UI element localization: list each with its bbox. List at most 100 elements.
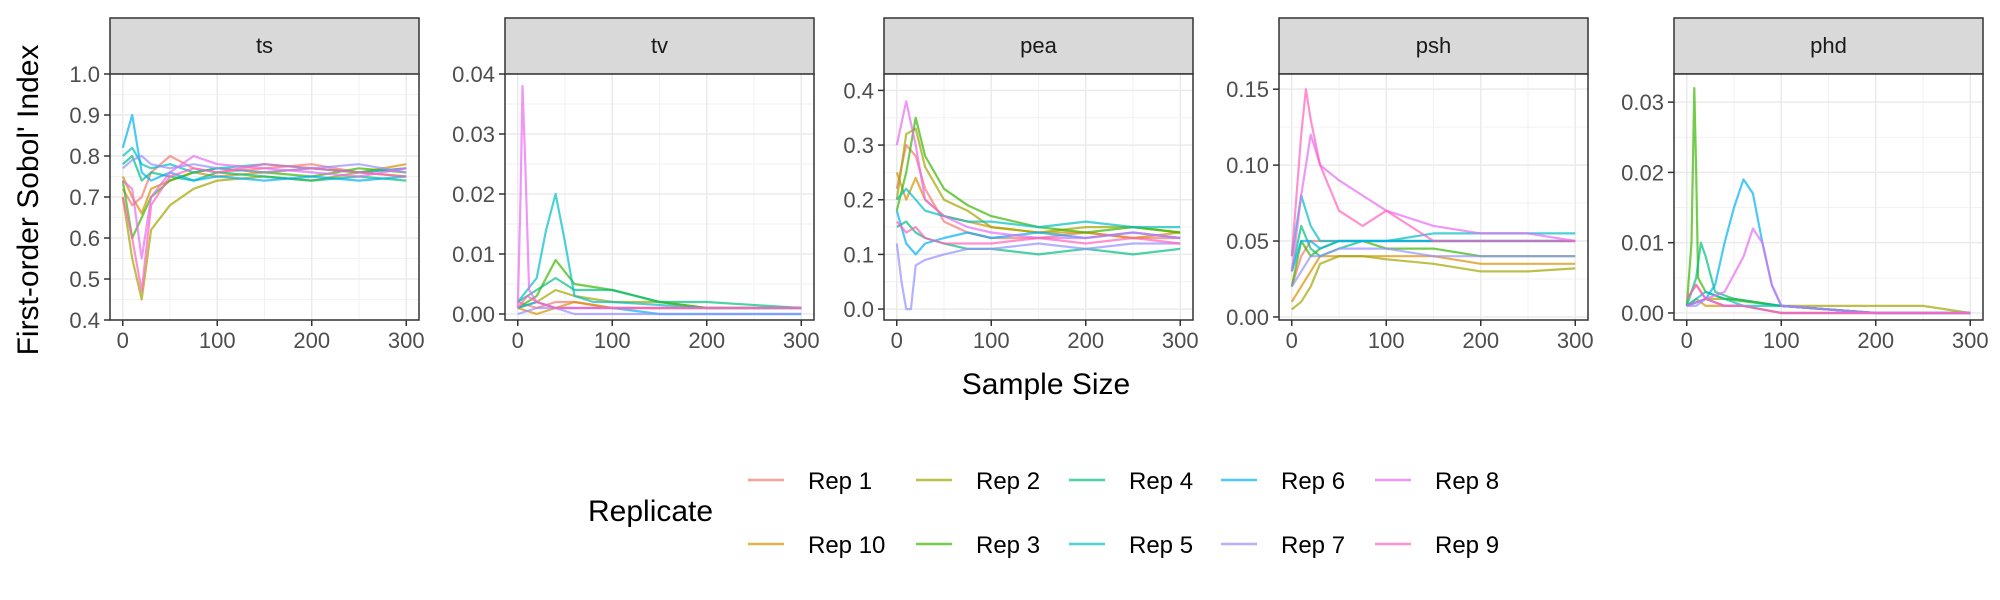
y-tick-label: 0.02 [1621,160,1664,185]
facet-strip-label: pea [1020,33,1057,58]
series-line-rep-5 [516,192,802,310]
legend-item-rep-5: Rep 5 [1069,532,1193,559]
legend-item-rep-3: Rep 3 [916,532,1040,559]
facet-panels: ts 0 100 200 300 0.4 0.5 0.6 0.7 0.8 0.9 1.0 tv 0 100 2… [69,17,1989,353]
x-tick-label: 200 [293,328,330,353]
y-tick-label: 0.01 [452,242,495,267]
y-tick-label: 0.7 [69,185,100,210]
y-tick-label: 0.3 [843,133,874,158]
y-tick-label: 0.00 [452,302,495,327]
legend-label: Rep 4 [1129,468,1193,495]
x-tick-label: 200 [1462,328,1499,353]
facet-panel-ts: ts 0 100 200 300 0.4 0.5 0.6 0.7 0.8 0.9 1.0 [69,17,425,353]
x-tick-label: 0 [1681,328,1693,353]
y-tick-label: 1.0 [69,62,100,87]
panel-border [1673,73,1984,321]
y-tick-label: 0.01 [1621,231,1664,256]
legend-item-rep-7: Rep 7 [1221,532,1345,559]
x-tick-label: 300 [783,328,820,353]
series-lines [121,113,407,301]
series-lines [516,84,802,316]
facet-panel-tv: tv 0 100 200 300 0.00 0.01 0.02 0.03 0.04 [452,17,820,353]
x-tick-label: 100 [1763,328,1800,353]
facet-panel-pea: pea 0 100 200 300 0.0 0.1 0.2 0.3 0.4 [843,17,1199,353]
series-lines [1290,88,1576,311]
series-line-rep-2 [1686,297,1971,315]
legend-item-rep-6: Rep 6 [1221,468,1345,495]
y-tick-label: 0.0 [843,297,874,322]
series-line-rep-8 [1686,227,1971,315]
x-tick-label: 300 [388,328,425,353]
series-line-rep-6 [121,113,407,182]
series-line-rep-8 [122,154,407,260]
panel-border [109,73,420,321]
legend-title: Replicate [588,495,713,528]
x-tick-label: 200 [688,328,725,353]
legend-label: Rep 8 [1435,468,1499,495]
x-tick-label: 100 [594,328,631,353]
legend-label: Rep 6 [1281,468,1345,495]
legend-label: Rep 7 [1281,532,1345,559]
series-line-rep-3 [895,116,1181,234]
legend-item-rep-8: Rep 8 [1375,468,1499,495]
y-tick-label: 0.03 [1621,90,1664,115]
facet-strip [1278,17,1589,75]
y-tick-label: 0.04 [452,62,495,87]
x-tick-label: 0 [117,328,129,353]
series-line-rep-8 [1290,133,1576,272]
y-tick-label: 0.5 [69,267,100,292]
x-tick-label: 300 [1162,328,1199,353]
x-tick-label: 200 [1067,328,1104,353]
series-line-rep-2 [1291,255,1576,311]
panel-border [1278,73,1589,321]
series-line-rep-9 [1290,88,1576,257]
y-tick-label: 0.05 [1226,229,1269,254]
y-tick-label: 0.4 [843,78,874,103]
y-tick-label: 0.9 [69,103,100,128]
y-tick-label: 0.00 [1621,301,1664,326]
legend-label: Rep 3 [976,532,1040,559]
legend: Replicate Rep 1 Rep 10 Rep 2 Rep 3 Rep 4 Rep … [588,468,1499,559]
y-axis-title: First-order Sobol' Index [12,45,45,356]
facet-panel-phd: phd 0 100 200 300 0.00 0.01 0.02 0.03 [1621,17,1989,353]
y-tick-label: 0.2 [843,188,874,213]
y-tick-label: 0.4 [69,308,100,333]
series-line-rep-7 [1290,247,1576,288]
y-tick-label: 0.03 [452,122,495,147]
series-line-rep-7 [122,154,407,174]
legend-label: Rep 9 [1435,532,1499,559]
facet-strip [109,17,420,75]
series-line-rep-9 [1685,283,1971,315]
x-tick-label: 0 [512,328,524,353]
y-tick-label: 0.15 [1226,77,1269,102]
series-line-rep-4 [517,276,802,310]
x-tick-label: 100 [199,328,236,353]
series-line-rep-5 [895,187,1181,229]
series-line-rep-9 [121,163,407,293]
facet-strip-label: phd [1810,33,1847,58]
panel-border [883,73,1194,321]
y-tick-label: 0.02 [452,182,495,207]
facet-strip-label: psh [1416,33,1451,58]
x-tick-label: 300 [1557,328,1594,353]
legend-label: Rep 2 [976,468,1040,495]
panel-border [504,73,815,321]
series-lines [1685,86,1971,315]
y-tick-label: 0.00 [1226,305,1269,330]
legend-item-rep-10: Rep 10 [748,532,885,559]
x-tick-label: 200 [1857,328,1894,353]
facet-strip-label: tv [651,33,668,58]
x-tick-label: 100 [973,328,1010,353]
legend-item-rep-9: Rep 9 [1375,532,1499,559]
y-tick-label: 0.1 [843,242,874,267]
facet-strip [504,17,815,75]
series-line-rep-7 [895,242,1181,311]
x-axis-title: Sample Size [962,368,1130,401]
legend-item-rep-4: Rep 4 [1069,468,1193,495]
legend-label: Rep 1 [808,468,872,495]
x-tick-label: 300 [1952,328,1989,353]
facet-panel-psh: psh 0 100 200 300 0.00 0.05 0.10 0.15 [1226,17,1594,353]
x-tick-label: 100 [1368,328,1405,353]
y-tick-label: 0.6 [69,226,100,251]
